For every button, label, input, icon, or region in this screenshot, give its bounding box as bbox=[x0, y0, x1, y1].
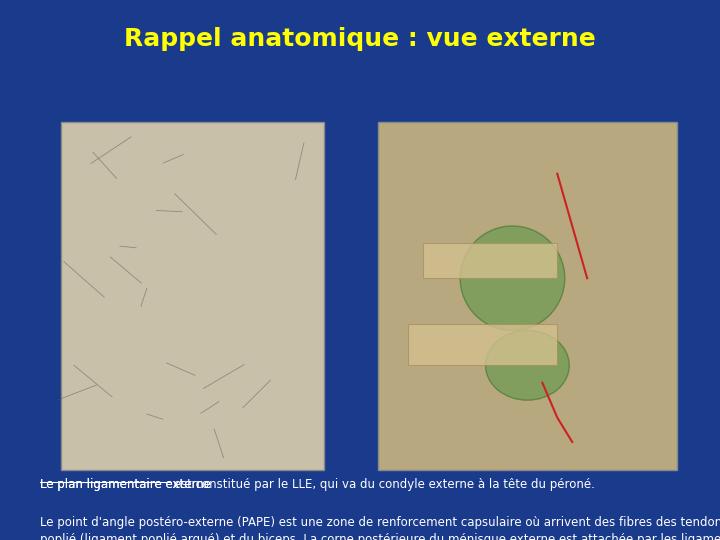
Bar bbox=[423, 244, 557, 278]
Text: Le point d'angle postéro-externe (PAPE) est une zone de renforcement capsulaire : Le point d'angle postéro-externe (PAPE) … bbox=[40, 516, 720, 540]
Text: Le plan ligamentaire externe: Le plan ligamentaire externe bbox=[40, 478, 210, 491]
Text: Le plan ligamentaire externe: Le plan ligamentaire externe bbox=[40, 478, 210, 491]
Bar bbox=[378, 122, 677, 470]
Ellipse shape bbox=[485, 330, 570, 400]
Bar bbox=[61, 122, 324, 470]
Text: Rappel anatomique : vue externe: Rappel anatomique : vue externe bbox=[124, 27, 596, 51]
Text: est constitué par le LLE, qui va du condyle externe à la tête du péroné.: est constitué par le LLE, qui va du cond… bbox=[171, 478, 595, 491]
Ellipse shape bbox=[460, 226, 564, 330]
Bar bbox=[408, 323, 557, 365]
